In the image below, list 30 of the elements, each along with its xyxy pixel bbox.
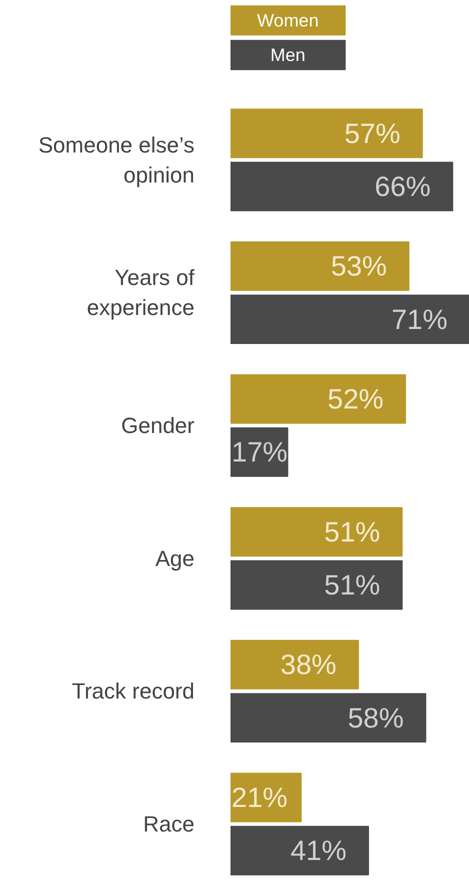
y-tick-label: Someone else’s opinion	[38, 132, 195, 188]
bar	[230, 294, 469, 344]
bar	[230, 108, 423, 158]
data-label: 38%	[280, 649, 336, 680]
bar	[230, 640, 359, 690]
y-tick-label: Gender	[121, 413, 195, 438]
bar	[230, 560, 403, 610]
data-label: 71%	[391, 304, 448, 335]
data-label: 41%	[290, 835, 347, 866]
data-label: 57%	[344, 118, 400, 149]
data-label: 66%	[374, 170, 431, 202]
text: Women	[257, 10, 319, 30]
y-tick-label: Race	[143, 812, 194, 837]
y-tick-label: Years of experience	[86, 265, 196, 320]
bar	[230, 241, 410, 291]
data-label: 52%	[328, 384, 384, 415]
data-label: 53%	[330, 250, 387, 282]
bar	[230, 826, 370, 876]
text: Men	[270, 44, 306, 65]
bar	[230, 693, 426, 743]
data-label: 21%	[232, 782, 288, 814]
data-label: 51%	[324, 569, 380, 600]
y-tick-label: Track record	[72, 678, 194, 704]
y-tick-label: Age	[155, 546, 195, 571]
data-label: 58%	[348, 702, 404, 734]
bar	[230, 162, 454, 212]
bar	[230, 507, 403, 557]
data-label: 51%	[324, 516, 380, 548]
data-label: 17%	[232, 436, 288, 468]
bar	[230, 374, 406, 424]
